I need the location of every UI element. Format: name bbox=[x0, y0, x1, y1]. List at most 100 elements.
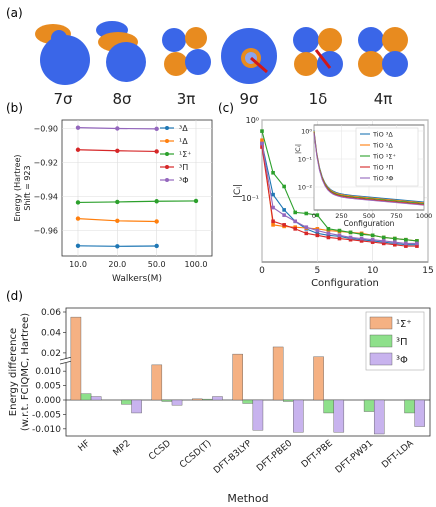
data-point bbox=[260, 141, 264, 146]
bar bbox=[272, 346, 284, 401]
x-tick-label: DFT-B3LYP bbox=[212, 438, 254, 476]
panel-c-label: (c) bbox=[218, 101, 234, 115]
y-tick-label: -0.010 bbox=[32, 425, 61, 435]
inset-legend-label: TiO ³Φ bbox=[372, 175, 393, 183]
y-tick-label: −0.94 bbox=[33, 193, 58, 202]
y-tick-label: 0.06 bbox=[41, 308, 61, 318]
data-point bbox=[75, 200, 81, 205]
x-tick-label: DFT-LDA bbox=[380, 438, 416, 471]
orbital-3 bbox=[162, 27, 211, 76]
y-tick-label: −0.96 bbox=[33, 227, 58, 236]
orbital-row: 7σ 8σ 3π 9σ 1δ 4π bbox=[35, 21, 408, 108]
series-line bbox=[77, 200, 197, 204]
data-point bbox=[393, 236, 397, 241]
x-tick-label: 50.0 bbox=[148, 260, 166, 269]
x-tick-label: DFT-PBE0 bbox=[255, 438, 294, 473]
data-point bbox=[348, 235, 353, 240]
axis-break-mark bbox=[59, 356, 73, 361]
inset-x-tick-label: 0 bbox=[312, 212, 316, 220]
y-axis-label: Energy difference bbox=[8, 328, 19, 416]
inset-legend-label: TiO ³Π bbox=[372, 164, 393, 172]
data-point bbox=[315, 213, 320, 217]
data-point bbox=[315, 228, 320, 233]
y-tick-label: 10⁻¹ bbox=[241, 194, 259, 203]
data-point bbox=[370, 240, 375, 244]
data-point bbox=[271, 223, 275, 227]
data-point bbox=[315, 233, 320, 238]
data-point bbox=[75, 216, 81, 221]
x-tick-label: DFT-PBE bbox=[300, 438, 335, 470]
data-point bbox=[415, 244, 419, 248]
legend-swatch bbox=[369, 316, 393, 330]
legend-marker bbox=[165, 126, 169, 130]
data-point bbox=[393, 240, 397, 244]
legend-label: ³Δ bbox=[179, 124, 188, 133]
bar bbox=[202, 398, 213, 401]
legend-marker bbox=[165, 165, 169, 169]
x-tick-label: 100.0 bbox=[185, 260, 208, 269]
data-point bbox=[359, 239, 364, 243]
legend-label: ³Φ bbox=[396, 355, 408, 366]
bar bbox=[414, 399, 425, 427]
inset-y-tick-label: 10⁻¹ bbox=[298, 156, 313, 164]
panel-a-label: (a) bbox=[6, 6, 23, 20]
data-point bbox=[337, 236, 342, 241]
x-tick-label: 0 bbox=[259, 266, 265, 276]
legend-label: ³Π bbox=[396, 337, 408, 348]
data-point bbox=[359, 232, 364, 237]
y-tick-label: −0.92 bbox=[33, 159, 58, 168]
orbital-lobe bbox=[294, 52, 318, 76]
data-point bbox=[304, 225, 309, 229]
orbital-label: 8σ bbox=[112, 90, 132, 108]
panel-d-label: (d) bbox=[6, 289, 23, 303]
data-point bbox=[304, 211, 309, 216]
y-axis-label-2: (w.r.t. FCIQMC, Hartree) bbox=[20, 313, 31, 431]
y-axis-label-2: Shift = 923 bbox=[23, 165, 32, 210]
x-tick-label: 10 bbox=[367, 266, 379, 276]
inset-series-line bbox=[313, 132, 425, 205]
x-tick-label: DFT-PW91 bbox=[334, 439, 375, 476]
data-point bbox=[415, 241, 419, 246]
data-point bbox=[393, 242, 397, 247]
data-point bbox=[75, 243, 81, 248]
orbital-lobe bbox=[164, 52, 188, 76]
data-point bbox=[293, 210, 297, 215]
orbital-lobe bbox=[40, 35, 90, 85]
data-point bbox=[326, 235, 331, 240]
data-point bbox=[326, 227, 331, 231]
data-point bbox=[260, 129, 264, 133]
legend-marker bbox=[165, 152, 169, 156]
data-point bbox=[260, 138, 264, 143]
orbital-lobe bbox=[382, 51, 408, 77]
data-point bbox=[282, 208, 286, 212]
plot-frame bbox=[65, 307, 431, 437]
inset-legend-label: TiO ¹Δ bbox=[372, 142, 393, 150]
data-point bbox=[304, 231, 309, 236]
bar bbox=[363, 399, 375, 412]
plot-frame bbox=[61, 119, 213, 257]
data-point bbox=[282, 223, 286, 227]
orbital-1 bbox=[35, 24, 90, 85]
data-point bbox=[282, 184, 286, 189]
x-tick-label: CCSD(T) bbox=[178, 439, 213, 471]
orbital-lobe bbox=[106, 42, 146, 82]
data-point bbox=[154, 219, 159, 224]
bar bbox=[191, 398, 203, 401]
x-tick-label: 5 bbox=[314, 266, 320, 276]
bar bbox=[252, 399, 264, 431]
data-point bbox=[271, 219, 275, 224]
data-point bbox=[337, 233, 342, 238]
inset-series-line bbox=[313, 130, 425, 204]
inset-legend-box bbox=[355, 127, 419, 187]
data-point bbox=[115, 244, 120, 249]
data-point bbox=[260, 145, 264, 149]
legend-label: ¹Σ⁺ bbox=[396, 319, 412, 330]
legend-swatch bbox=[369, 352, 393, 366]
y-tick-label: 0.02 bbox=[41, 349, 61, 359]
inset-legend-label: TiO ¹Σ⁺ bbox=[372, 153, 396, 161]
legend-marker bbox=[165, 139, 169, 143]
bar bbox=[293, 399, 304, 433]
panel-b-chart: −0.90 −0.92 −0.94 −0.96 10.0 20.0 50.0 100.0 ³Δ ¹… bbox=[13, 119, 213, 284]
bar bbox=[70, 316, 82, 401]
